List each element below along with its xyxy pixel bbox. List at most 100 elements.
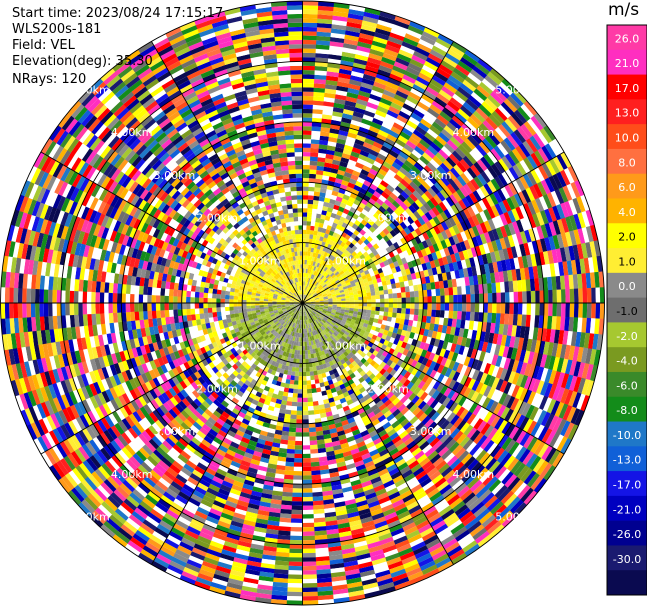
ppi-gate: [302, 475, 312, 480]
ppi-gate: [302, 104, 314, 110]
ppi-gate: [320, 281, 325, 286]
ppi-gate: [475, 224, 484, 236]
ppi-gate: [272, 577, 288, 583]
ppi-gate: [291, 371, 296, 376]
ppi-gate: [368, 400, 376, 408]
ppi-gate: [414, 308, 419, 316]
ppi-gate: [425, 538, 441, 550]
ppi-gate: [568, 245, 576, 261]
ppi-gate: [386, 359, 393, 367]
ppi-gate: [413, 284, 419, 292]
ppi-gate: [312, 487, 323, 493]
ppi-gate: [372, 243, 380, 250]
ppi-gate: [348, 519, 362, 527]
ppi-gate: [590, 364, 598, 382]
ppi-gate: [328, 298, 333, 301]
ppi-gate: [444, 295, 450, 304]
ppi-gate: [462, 438, 474, 451]
ppi-gate: [440, 357, 448, 367]
ppi-gate: [487, 353, 495, 365]
ppi-gate: [367, 379, 375, 387]
ppi-gate: [424, 190, 434, 200]
ppi-gate: [504, 408, 514, 422]
ppi-gate: [393, 364, 401, 372]
ppi-gate: [583, 257, 590, 274]
ppi-gate: [403, 280, 409, 287]
ppi-gate: [541, 445, 553, 461]
ppi-gate: [535, 303, 540, 316]
ppi-gate: [427, 145, 439, 156]
ppi-gate: [358, 305, 363, 310]
ppi-gate: [343, 314, 349, 318]
ppi-gate: [317, 5, 334, 12]
ppi-gate: [358, 386, 366, 394]
ppi-gate: [421, 564, 438, 576]
ppi-gate: [548, 449, 561, 466]
ppi-gate: [375, 209, 384, 217]
ppi-gate: [360, 351, 367, 358]
ppi-gate: [544, 383, 553, 398]
ppi-gate: [384, 172, 394, 181]
ppi-gate: [423, 568, 440, 579]
ppi-gate: [354, 338, 361, 344]
ppi-gate: [572, 274, 579, 290]
ppi-gate: [397, 182, 407, 191]
ppi-gate: [392, 312, 397, 318]
ppi-gate: [400, 489, 413, 500]
ppi-gate: [302, 552, 316, 558]
ppi-gate: [316, 581, 333, 588]
ppi-gate: [302, 52, 316, 58]
ppi-gate: [523, 376, 533, 390]
ppi-gate: [387, 214, 396, 223]
ppi-gate: [322, 277, 327, 282]
ppi-gate: [307, 332, 310, 338]
ppi-gate: [392, 408, 401, 418]
ppi-gate: [448, 262, 455, 272]
ppi-gate: [341, 300, 346, 303]
ppi-gate: [299, 354, 303, 360]
ppi-gate: [351, 272, 357, 278]
ppi-gate: [515, 373, 525, 387]
ppi-gate: [343, 43, 358, 50]
ppi-gate: [442, 107, 455, 119]
ppi-gate: [392, 455, 404, 464]
ppi-gate: [310, 375, 315, 381]
ppi-gate: [379, 261, 386, 268]
ppi-gate: [384, 85, 398, 95]
ppi-gate: [565, 289, 570, 304]
ppi-gate: [536, 225, 545, 240]
ppi-gate: [403, 437, 414, 447]
ppi-gate: [316, 323, 321, 329]
ppi-gate: [305, 311, 308, 316]
ppi-gate: [347, 315, 353, 319]
ppi-gate: [379, 307, 385, 312]
ppi-gate: [320, 477, 331, 484]
ppi-gate: [322, 237, 328, 243]
ppi-gate: [386, 40, 402, 50]
ppi-gate: [461, 470, 474, 483]
ppi-gate: [300, 337, 303, 342]
ppi-gate: [403, 37, 419, 47]
ppi-gate: [405, 567, 422, 577]
ppi-gate: [432, 354, 440, 363]
ppi-gate: [513, 482, 528, 497]
ppi-gate: [271, 490, 283, 497]
ppi-gate: [319, 306, 324, 309]
ppi-gate: [360, 169, 370, 177]
ppi-gate: [547, 342, 554, 357]
ppi-gate: [474, 531, 490, 544]
ppi-gate: [410, 326, 417, 334]
ppi-gate: [368, 390, 376, 398]
ppi-gate: [302, 471, 312, 476]
ppi-gate: [322, 394, 329, 401]
ppi-gate: [310, 300, 316, 302]
ppi-gate: [377, 69, 391, 78]
ppi-gate: [487, 283, 493, 294]
ppi-gate: [324, 304, 329, 306]
ppi-gate: [307, 314, 311, 319]
ppi-gate: [462, 53, 478, 66]
ppi-gate: [459, 385, 468, 396]
ppi-gate: [347, 159, 357, 167]
ppi-gate: [303, 294, 305, 299]
ppi-gate: [302, 570, 317, 575]
